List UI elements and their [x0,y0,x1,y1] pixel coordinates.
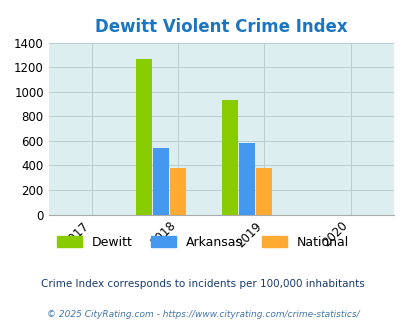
Bar [222,100,237,214]
Bar [256,168,272,214]
Bar [170,168,185,214]
Bar [239,143,254,214]
Title: Dewitt Violent Crime Index: Dewitt Violent Crime Index [95,18,347,36]
Bar [153,148,168,214]
Text: Crime Index corresponds to incidents per 100,000 inhabitants: Crime Index corresponds to incidents per… [41,279,364,289]
Text: © 2025 CityRating.com - https://www.cityrating.com/crime-statistics/: © 2025 CityRating.com - https://www.city… [47,310,358,319]
Legend: Dewitt, Arkansas, National: Dewitt, Arkansas, National [51,231,354,254]
Bar [135,59,151,214]
